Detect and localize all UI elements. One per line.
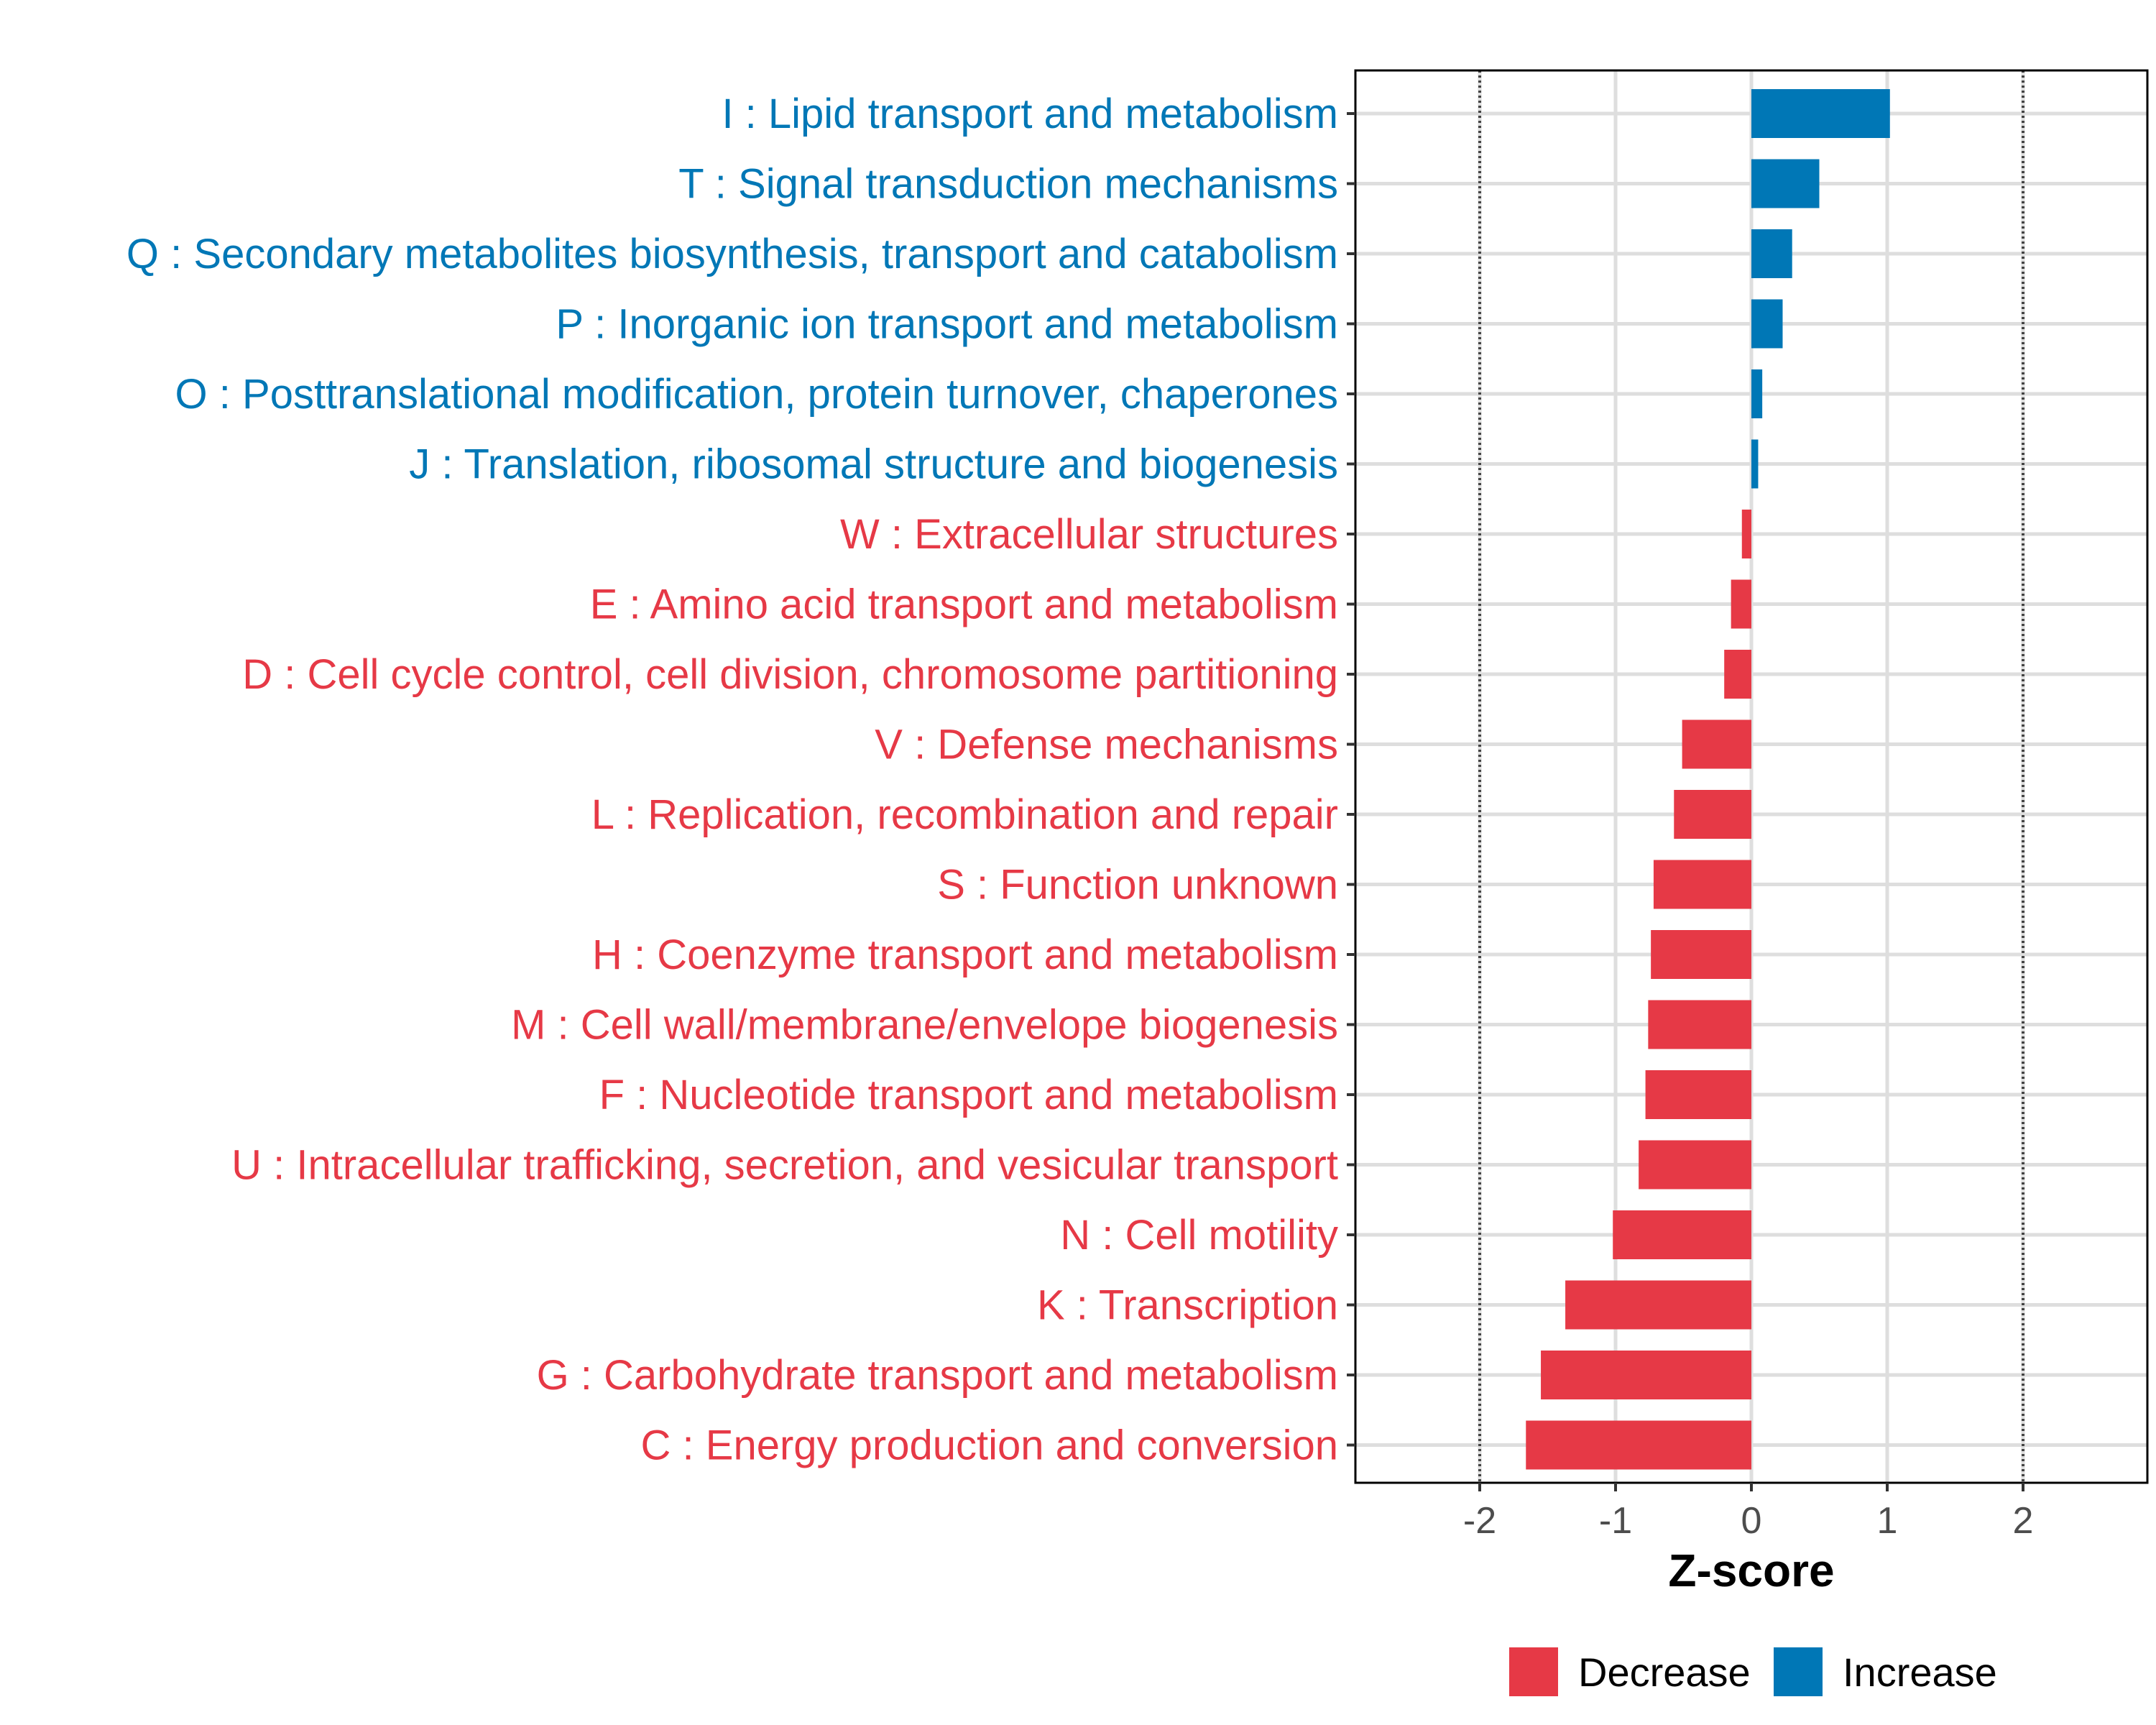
bar [1751,89,1890,138]
category-label: P : Inorganic ion transport and metaboli… [556,301,1338,348]
category-label: U : Intracellular trafficking, secretion… [231,1142,1338,1189]
category-label: H : Coenzyme transport and metabolism [592,932,1338,978]
x-tick-label: -1 [1599,1500,1632,1542]
bar [1731,579,1751,629]
bar [1751,299,1783,349]
category-label: D : Cell cycle control, cell division, c… [242,651,1338,698]
category-label: C : Energy production and conversion [641,1422,1338,1469]
bar [1682,719,1751,769]
category-label: T : Signal transduction mechanisms [678,161,1338,208]
bar [1648,1000,1751,1049]
bar [1651,930,1751,979]
y-axis-ticks [1347,112,1355,1447]
category-label: Q : Secondary metabolites biosynthesis, … [126,231,1338,277]
bar [1541,1351,1751,1399]
category-label: E : Amino acid transport and metabolism [590,581,1338,628]
category-label: G : Carbohydrate transport and metabolis… [537,1352,1338,1399]
category-label: F : Nucleotide transport and metabolism [599,1072,1338,1118]
bar [1613,1210,1751,1259]
bar [1674,790,1751,839]
category-label: J : Translation, ribosomal structure and… [409,441,1338,488]
reference-lines [1478,70,2024,1483]
x-tick-label: 2 [2013,1500,2034,1542]
bar [1751,439,1759,489]
legend-label-decrease: Decrease [1578,1650,1751,1695]
bar [1751,369,1763,418]
x-axis-ticks [1478,1483,2024,1491]
bar [1741,510,1751,558]
x-axis-labels: -2 -1 0 1 2 [1463,1500,2034,1542]
x-tick-label: 0 [1741,1500,1762,1542]
category-label: I : Lipid transport and metabolism [722,91,1338,137]
x-tick-label: -2 [1463,1500,1496,1542]
category-label: S : Function unknown [937,862,1338,908]
bars [1526,89,1890,1470]
bar [1653,860,1751,909]
x-tick-label: 1 [1877,1500,1898,1542]
category-label: V : Defense mechanisms [875,722,1338,768]
bar [1645,1070,1751,1119]
bar [1526,1420,1751,1470]
bar [1565,1280,1751,1330]
legend-key-decrease [1509,1647,1558,1696]
bar [1724,650,1751,699]
category-label: O : Posttranslational modification, prot… [175,371,1338,418]
y-axis-labels: I : Lipid transport and metabolism T : Si… [126,91,1338,1469]
category-label: K : Transcription [1037,1282,1338,1329]
category-label: W : Extracellular structures [840,511,1338,558]
bar [1639,1140,1751,1190]
bar [1751,229,1792,278]
bar [1751,159,1820,208]
legend-key-increase [1774,1647,1823,1696]
legend-label-increase: Increase [1843,1650,1997,1695]
category-label: L : Replication, recombination and repai… [591,791,1338,838]
legend: Decrease Increase [1509,1647,1997,1696]
category-label: M : Cell wall/membrane/envelope biogenes… [511,1002,1338,1049]
x-axis-title: Z-score [1668,1545,1834,1596]
category-label: N : Cell motility [1060,1212,1338,1259]
